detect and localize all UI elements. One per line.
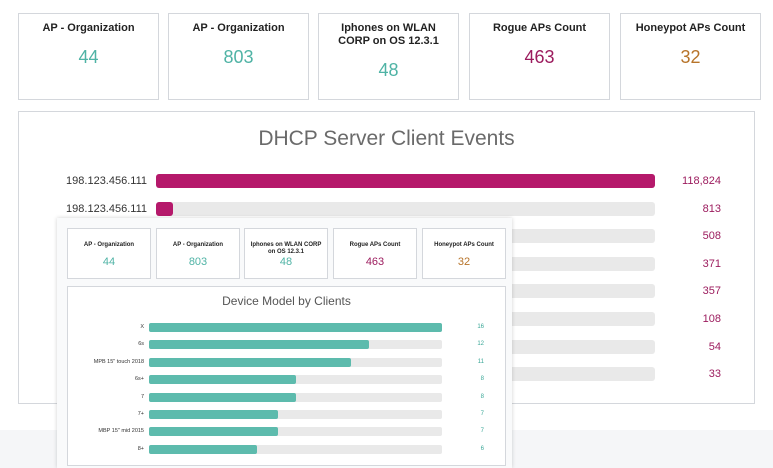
card-title: Iphones on WLAN CORP on OS 12.3.1 [250, 242, 322, 255]
bar-value: 7 [480, 428, 484, 435]
bar-value: 12 [477, 341, 484, 348]
card-value: 44 [102, 256, 116, 268]
front-dashboard: AP - Organization 44 AP - Organization 8… [57, 218, 512, 468]
card-value: 32 [680, 47, 701, 67]
bar-row[interactable]: MPB 15" touch 2018 11 [68, 357, 507, 367]
card-title: AP - Organization [172, 242, 224, 248]
bar-track [156, 174, 655, 188]
ap-organization-card-2[interactable]: AP - Organization 803 [168, 13, 309, 100]
bar-track [149, 392, 442, 402]
bar-row[interactable]: 198.123.456.111 118,824 [19, 173, 756, 189]
honeypot-aps-card[interactable]: Honeypot APs Count 32 [620, 13, 761, 100]
bar-value: 108 [702, 313, 721, 325]
rogue-aps-card[interactable]: Rogue APs Count 463 [333, 228, 417, 279]
bar-value: 357 [702, 285, 721, 298]
bar-value: 33 [708, 368, 721, 381]
bar-fill [149, 375, 296, 385]
bar-value: 8 [480, 376, 484, 383]
bar-label: MPB 15" touch 2018 [93, 358, 144, 365]
card-title: Iphones on WLAN CORP on OS 12.3.1 [338, 22, 439, 47]
card-value: 32 [457, 256, 471, 268]
iphones-wlan-card[interactable]: Iphones on WLAN CORP on OS 12.3.1 48 [318, 13, 459, 100]
bar-row[interactable]: 8+ 6 [68, 444, 507, 454]
card-value: 48 [279, 256, 293, 268]
bar-fill [149, 410, 278, 419]
bar-track [149, 340, 442, 350]
bar-row[interactable]: MBP 15" mid 2015 7 [68, 426, 507, 437]
ap-organization-card[interactable]: AP - Organization 44 [18, 13, 159, 100]
device-model-panel: Device Model by Clients X 16 6s 12 MPB 15" t… [67, 286, 506, 466]
bar-value: 11 [477, 358, 484, 365]
bar-fill [149, 340, 369, 350]
bar-fill [149, 392, 296, 402]
bar-fill [149, 323, 442, 332]
bar-row[interactable]: 6s+ 8 [68, 374, 507, 385]
ap-organization-card-2[interactable]: AP - Organization 803 [156, 228, 240, 279]
bar-label: 198.123.456.111 [66, 202, 147, 215]
bar-row[interactable]: 6s 12 [68, 339, 507, 350]
card-value: 463 [365, 256, 385, 268]
bar-value: 6 [480, 445, 484, 452]
card-title: Rogue APs Count [492, 22, 587, 34]
bar-fill [149, 427, 278, 437]
bar-label: 7 [140, 393, 144, 400]
bar-label: 6s+ [134, 376, 144, 383]
card-title: AP - Organization [83, 242, 135, 248]
bar-value: 118,824 [682, 175, 721, 187]
bar-track [149, 427, 442, 437]
card-title: Honeypot APs Count [635, 22, 746, 34]
bar-value: 54 [708, 340, 721, 353]
bar-row[interactable]: 198.123.456.111 813 [19, 201, 756, 217]
bar-label: 198.123.456.111 [66, 175, 147, 187]
bar-label: 7+ [137, 411, 144, 417]
card-value: 48 [378, 60, 399, 80]
card-title: AP - Organization [192, 22, 285, 34]
rogue-aps-card[interactable]: Rogue APs Count 463 [469, 13, 610, 100]
bar-track [149, 357, 442, 367]
bar-label: MBP 15" mid 2015 [98, 428, 144, 435]
bar-track [149, 410, 442, 419]
bar-value: 371 [702, 257, 721, 270]
card-value: 803 [223, 47, 254, 67]
bar-value: 8 [480, 393, 484, 400]
bar-value: 508 [702, 230, 721, 243]
panel-title: DHCP Server Client Events [258, 127, 515, 150]
card-title: Rogue APs Count [349, 242, 401, 248]
bar-track [149, 444, 442, 454]
card-value: 803 [188, 256, 208, 268]
bar-value: 7 [480, 411, 484, 417]
honeypot-aps-card[interactable]: Honeypot APs Count 32 [422, 228, 506, 279]
bar-label: 6s [138, 341, 144, 348]
bar-fill [149, 444, 258, 454]
bar-value: 813 [702, 202, 721, 215]
iphones-wlan-card[interactable]: Iphones on WLAN CORP on OS 12.3.1 48 [244, 228, 328, 279]
bar-row[interactable]: 7+ 7 [68, 409, 507, 419]
bar-row[interactable]: X 16 [68, 322, 507, 332]
card-title: AP - Organization [42, 22, 135, 34]
bar-label: 8+ [137, 445, 144, 452]
bar-track [156, 201, 655, 216]
card-value: 44 [78, 47, 99, 67]
panel-title: Device Model by Clients [222, 294, 351, 308]
bar-track [149, 375, 442, 385]
bar-fill [156, 174, 655, 188]
bar-value: 16 [477, 324, 484, 330]
ap-organization-card[interactable]: AP - Organization 44 [67, 228, 151, 279]
bar-label: X [140, 324, 144, 330]
bar-fill [149, 357, 352, 367]
card-title: Honeypot APs Count [434, 242, 494, 248]
bar-fill [156, 201, 173, 216]
card-value: 463 [524, 47, 555, 67]
bar-track [149, 323, 442, 332]
